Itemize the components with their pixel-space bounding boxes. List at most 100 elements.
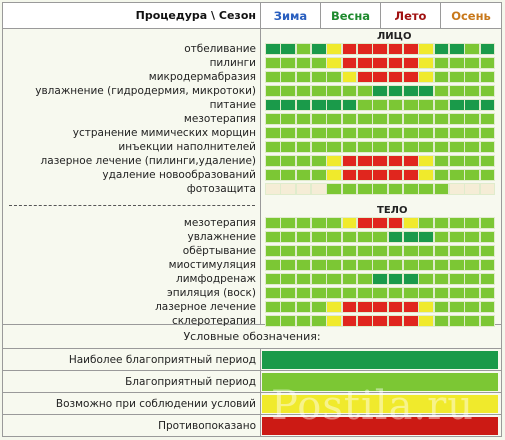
- season-cell: [280, 169, 297, 181]
- season-cell: [357, 43, 373, 55]
- season-cell: [295, 155, 312, 167]
- season-cell: [449, 231, 465, 243]
- season-cell: [265, 245, 281, 257]
- season-cell: [433, 141, 450, 153]
- season-cell: [418, 155, 435, 167]
- season-cell: [295, 127, 312, 139]
- season-row: [265, 183, 496, 195]
- season-cell: [449, 71, 465, 83]
- season-cell: [280, 245, 297, 257]
- season-cell: [311, 85, 327, 97]
- season-cell: [372, 113, 389, 125]
- season-cell: [403, 85, 419, 97]
- season-cell: [280, 183, 297, 195]
- season-cell: [464, 71, 481, 83]
- season-cell: [295, 57, 312, 69]
- season-cell: [479, 217, 496, 229]
- season-cell: [341, 169, 358, 181]
- season-cell: [418, 169, 435, 181]
- legend-row: Наиболее благоприятный период: [3, 349, 501, 371]
- season-cell: [311, 183, 327, 195]
- season-grid: ЛИЦО ТЕЛО: [261, 29, 501, 327]
- season-cell: [341, 245, 358, 257]
- season-cell: [479, 273, 496, 285]
- season-cell: [357, 217, 373, 229]
- season-cell: [464, 287, 481, 299]
- season-cell: [372, 57, 389, 69]
- season-cell: [326, 71, 343, 83]
- legend-label: Наиболее благоприятный период: [3, 349, 261, 371]
- season-cell: [295, 315, 312, 327]
- season-cell: [295, 85, 312, 97]
- season-cell: [341, 315, 358, 327]
- season-cell: [418, 127, 435, 139]
- procedure-label: миостимуляция: [168, 259, 256, 271]
- procedure-label: удаление новообразований: [102, 169, 256, 181]
- header-season-spring: Весна: [321, 3, 381, 29]
- procedure-label: увлажнение (гидродермия, микротоки): [35, 85, 256, 97]
- season-cell: [387, 57, 404, 69]
- season-cell: [311, 127, 327, 139]
- season-cell: [449, 259, 465, 271]
- season-cell: [280, 113, 297, 125]
- season-cell: [357, 245, 373, 257]
- season-cell: [464, 273, 481, 285]
- procedure-label: обёртывание: [182, 245, 256, 257]
- season-cell: [280, 287, 297, 299]
- season-cell: [449, 217, 465, 229]
- season-cell: [403, 301, 419, 313]
- season-cell: [479, 287, 496, 299]
- season-cell: [433, 99, 450, 111]
- season-cell: [418, 43, 435, 55]
- season-cell: [357, 141, 373, 153]
- season-cell: [265, 287, 281, 299]
- season-cell: [372, 85, 389, 97]
- header-season-autumn: Осень: [441, 3, 501, 29]
- season-cell: [326, 141, 343, 153]
- procedure-label: инъекции наполнителей: [118, 141, 256, 153]
- season-row: [265, 273, 496, 285]
- season-cell: [280, 141, 297, 153]
- season-cell: [387, 141, 404, 153]
- legend-swatch: [262, 351, 498, 369]
- season-cell: [295, 231, 312, 243]
- season-cell: [265, 57, 281, 69]
- season-cell: [326, 245, 343, 257]
- season-cell: [357, 231, 373, 243]
- header-procedure-season: Процедура \ Сезон: [3, 3, 261, 29]
- season-cell: [311, 113, 327, 125]
- season-cell: [464, 259, 481, 271]
- season-cell: [387, 127, 404, 139]
- season-row: [265, 245, 496, 257]
- season-cell: [357, 57, 373, 69]
- season-cell: [372, 127, 389, 139]
- season-cell: [357, 113, 373, 125]
- season-cell: [295, 99, 312, 111]
- season-cell: [418, 231, 435, 243]
- season-cell: [265, 231, 281, 243]
- season-cell: [403, 217, 419, 229]
- season-cell: [433, 57, 450, 69]
- season-cell: [387, 273, 404, 285]
- season-cell: [433, 217, 450, 229]
- season-cell: [403, 169, 419, 181]
- season-cell: [326, 217, 343, 229]
- header-season-winter: Зима: [261, 3, 321, 29]
- season-cell: [280, 71, 297, 83]
- procedure-label: лазерное лечение (пилинги,удаление): [40, 155, 256, 167]
- season-cell: [387, 169, 404, 181]
- season-label-autumn: Осень: [451, 8, 491, 23]
- season-cell: [387, 315, 404, 327]
- season-cell: [403, 259, 419, 271]
- season-cell: [464, 127, 481, 139]
- season-cell: [479, 85, 496, 97]
- season-cell: [403, 57, 419, 69]
- season-cell: [464, 301, 481, 313]
- season-cell: [265, 183, 281, 195]
- legend-title: Условные обозначения:: [3, 325, 501, 349]
- season-cell: [433, 231, 450, 243]
- season-cell: [433, 71, 450, 83]
- season-cell: [464, 85, 481, 97]
- season-cell: [311, 273, 327, 285]
- legend-row: Противопоказано: [3, 415, 501, 437]
